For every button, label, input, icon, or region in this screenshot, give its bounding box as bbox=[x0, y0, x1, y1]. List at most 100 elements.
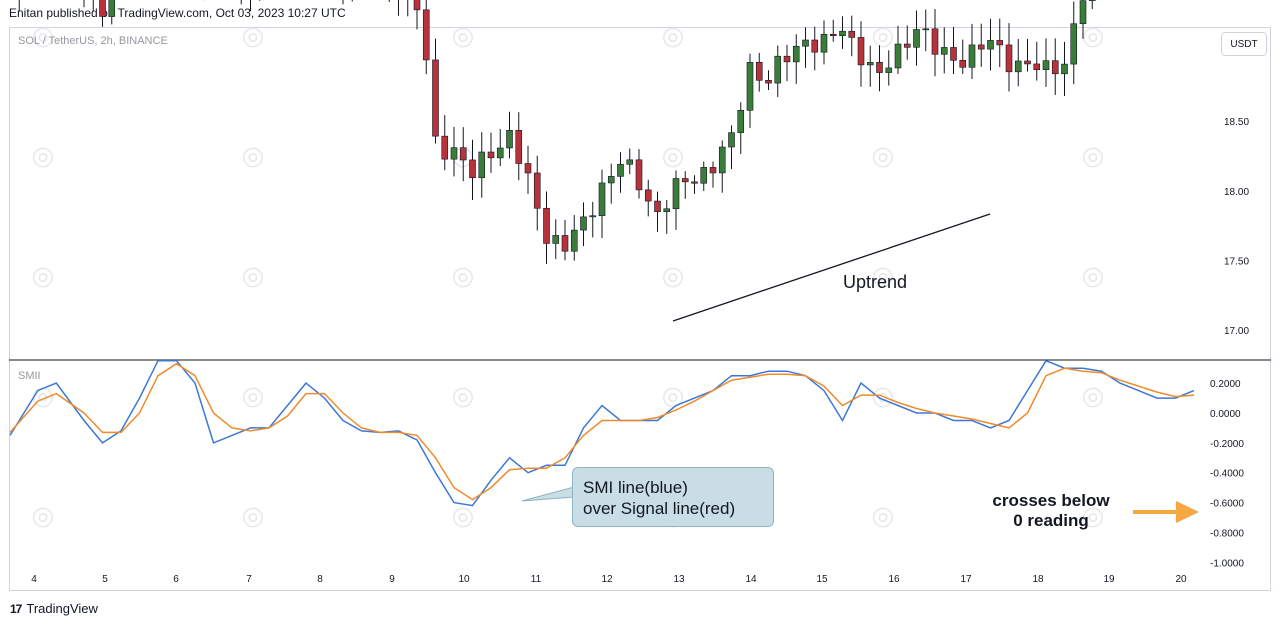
candle bbox=[469, 139, 476, 200]
watermark-mark: ◎ bbox=[238, 377, 270, 413]
candle bbox=[388, 0, 390, 2]
time-tick-label: 15 bbox=[816, 574, 828, 585]
candle bbox=[968, 23, 976, 79]
candle bbox=[342, 0, 344, 5]
currency-button[interactable]: USDT bbox=[1221, 32, 1267, 56]
watermark-mark: ◎ bbox=[658, 137, 690, 173]
callout-pointer bbox=[521, 486, 575, 502]
candle bbox=[922, 9, 930, 52]
time-tick-label: 16 bbox=[888, 574, 900, 585]
candle bbox=[700, 161, 708, 192]
watermark-mark: ◎ bbox=[448, 257, 480, 293]
candle bbox=[92, 0, 94, 12]
price-tick-label: 17.50 bbox=[1224, 256, 1249, 267]
candle bbox=[570, 215, 578, 261]
candle bbox=[709, 161, 717, 188]
watermark-mark: ◎ bbox=[238, 137, 270, 173]
candle bbox=[18, 0, 20, 12]
candle bbox=[1014, 38, 1022, 87]
candle bbox=[99, 0, 106, 27]
candle bbox=[802, 27, 809, 68]
watermark-mark: ◎ bbox=[238, 257, 270, 293]
watermark-mark: ◎ bbox=[28, 257, 60, 293]
candle bbox=[839, 16, 846, 49]
candle bbox=[728, 125, 735, 170]
candle bbox=[820, 20, 828, 65]
candle bbox=[1024, 38, 1031, 72]
candle bbox=[506, 111, 513, 159]
watermark-mark: ◎ bbox=[448, 377, 480, 413]
candle bbox=[811, 26, 819, 71]
price-tick-label: 18.00 bbox=[1224, 187, 1249, 198]
smi-line bbox=[9, 359, 1195, 507]
price-tick-label: 18.50 bbox=[1224, 117, 1249, 128]
candle bbox=[913, 10, 920, 66]
time-axis: 4 5 6 7 8 9 10 11 12 13 14 15 16 17 18 19 20 bbox=[31, 574, 1187, 585]
candle bbox=[108, 0, 116, 25]
candle bbox=[459, 127, 467, 182]
candle bbox=[1088, 0, 1096, 10]
candle bbox=[654, 191, 661, 232]
candle bbox=[672, 170, 680, 230]
candle bbox=[1033, 41, 1041, 81]
time-tick-label: 14 bbox=[745, 574, 757, 585]
candle bbox=[959, 39, 967, 75]
time-tick-label: 10 bbox=[458, 574, 470, 585]
candle bbox=[422, 0, 430, 75]
orange-arrow bbox=[1133, 501, 1199, 523]
smi-tick-label: 0.2000 bbox=[1210, 379, 1241, 390]
candle bbox=[413, 0, 421, 30]
watermark-mark: ◎ bbox=[868, 137, 900, 173]
candle bbox=[950, 26, 957, 75]
candle bbox=[1070, 1, 1078, 85]
watermark-mark: ◎ bbox=[238, 17, 270, 53]
candle bbox=[533, 155, 541, 231]
candle bbox=[441, 115, 449, 171]
callout-line2: over Signal line(red) bbox=[583, 499, 736, 518]
smi-tick-label: -0.2000 bbox=[1210, 439, 1244, 450]
candle bbox=[977, 23, 985, 67]
candle bbox=[996, 18, 1004, 68]
price-tick-label: 17.00 bbox=[1224, 326, 1249, 337]
candle bbox=[1005, 23, 1013, 92]
candle bbox=[876, 45, 883, 92]
candle bbox=[250, 0, 251, 12]
candle bbox=[718, 140, 726, 193]
candle bbox=[561, 219, 569, 261]
candle bbox=[903, 25, 911, 60]
candle bbox=[524, 145, 532, 194]
smi-callout: SMI line(blue) over Signal line(red) bbox=[572, 467, 774, 527]
time-tick-label: 12 bbox=[601, 574, 613, 585]
candle bbox=[351, 0, 353, 2]
footer[interactable]: 17 TradingView bbox=[10, 601, 98, 616]
candle bbox=[515, 112, 523, 181]
candle bbox=[894, 25, 902, 74]
candle bbox=[765, 70, 772, 91]
candle bbox=[931, 9, 939, 77]
candle bbox=[857, 21, 865, 87]
smi-tick-label: -0.4000 bbox=[1210, 469, 1244, 480]
watermark-mark: ◎ bbox=[238, 497, 270, 533]
candle bbox=[450, 126, 458, 177]
smi-tick-label: -1.0000 bbox=[1210, 558, 1244, 569]
candle bbox=[407, 0, 409, 17]
candle bbox=[829, 19, 837, 42]
smi-tick-label: -0.6000 bbox=[1210, 499, 1244, 510]
candle bbox=[1051, 38, 1059, 95]
time-tick-label: 19 bbox=[1103, 574, 1115, 585]
time-tick-label: 13 bbox=[673, 574, 685, 585]
watermark-mark: ◎ bbox=[28, 497, 60, 533]
candle bbox=[644, 179, 652, 217]
time-tick-label: 20 bbox=[1175, 574, 1187, 585]
candle bbox=[663, 200, 671, 234]
candle bbox=[83, 0, 85, 8]
crosses-line1: crosses below bbox=[992, 491, 1110, 510]
candle bbox=[940, 27, 948, 74]
candle bbox=[681, 171, 689, 199]
smi-tick-label: -0.8000 bbox=[1210, 528, 1244, 539]
indicator-label: SMII bbox=[18, 370, 41, 382]
crosses-label: crosses below 0 reading bbox=[978, 491, 1124, 531]
candle bbox=[792, 34, 800, 84]
candle bbox=[848, 15, 856, 57]
